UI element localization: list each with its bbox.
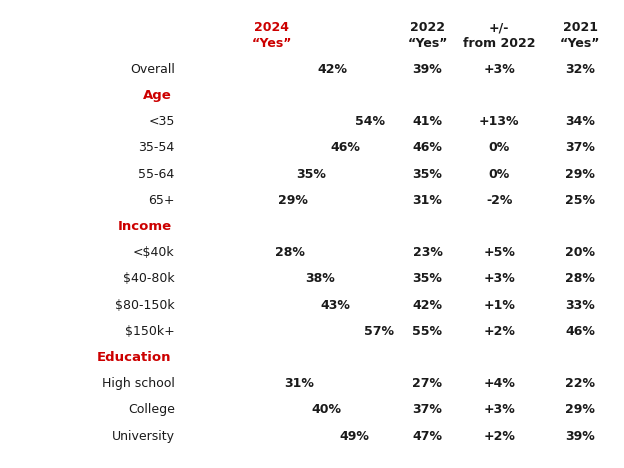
Text: 40%: 40% [311, 403, 342, 417]
Text: $40-80k: $40-80k [123, 272, 175, 285]
Text: $80-150k: $80-150k [115, 299, 175, 312]
Text: 39%: 39% [565, 430, 595, 443]
Text: 65+: 65+ [149, 194, 175, 207]
Text: 43%: 43% [321, 299, 351, 312]
Text: 57%: 57% [364, 325, 394, 338]
Text: 35%: 35% [412, 168, 442, 181]
Text: High school: High school [102, 377, 175, 390]
Text: +13%: +13% [479, 115, 519, 128]
Text: 20%: 20% [565, 246, 595, 259]
Text: College: College [128, 403, 175, 417]
Text: 29%: 29% [565, 403, 595, 417]
Text: 28%: 28% [275, 246, 305, 259]
Text: 39%: 39% [412, 63, 442, 76]
Text: 46%: 46% [330, 141, 360, 154]
Text: +2%: +2% [483, 430, 515, 443]
Text: Income: Income [117, 220, 172, 233]
Text: 46%: 46% [412, 141, 442, 154]
Text: 37%: 37% [565, 141, 595, 154]
Text: 31%: 31% [412, 194, 442, 207]
Text: 25%: 25% [565, 194, 595, 207]
Text: 37%: 37% [412, 403, 442, 417]
Text: +3%: +3% [484, 63, 515, 76]
Text: 29%: 29% [565, 168, 595, 181]
Text: +3%: +3% [484, 403, 515, 417]
Text: 27%: 27% [412, 377, 442, 390]
Text: 0%: 0% [489, 141, 510, 154]
Text: 32%: 32% [565, 63, 595, 76]
Text: 41%: 41% [412, 115, 442, 128]
Text: <35: <35 [149, 115, 175, 128]
Text: 49%: 49% [339, 430, 369, 443]
Text: 28%: 28% [565, 272, 595, 285]
Text: 42%: 42% [318, 63, 348, 76]
Text: 34%: 34% [565, 115, 595, 128]
Text: +4%: +4% [483, 377, 515, 390]
Text: -2%: -2% [486, 194, 512, 207]
Text: University: University [112, 430, 175, 443]
Text: 29%: 29% [278, 194, 308, 207]
Text: 35-54: 35-54 [139, 141, 175, 154]
Text: 35%: 35% [296, 168, 326, 181]
Text: 38%: 38% [306, 272, 335, 285]
Text: +1%: +1% [483, 299, 515, 312]
Text: +/-
from 2022: +/- from 2022 [463, 21, 535, 50]
Text: 46%: 46% [565, 325, 595, 338]
Text: 35%: 35% [412, 272, 442, 285]
Text: 54%: 54% [354, 115, 384, 128]
Text: 0%: 0% [489, 168, 510, 181]
Text: 2024
“Yes”: 2024 “Yes” [251, 21, 291, 50]
Text: 22%: 22% [565, 377, 595, 390]
Text: 2021
“Yes”: 2021 “Yes” [560, 21, 600, 50]
Text: 23%: 23% [412, 246, 442, 259]
Text: +3%: +3% [484, 272, 515, 285]
Text: +2%: +2% [483, 325, 515, 338]
Text: +5%: +5% [483, 246, 515, 259]
Text: 55%: 55% [412, 325, 442, 338]
Text: 31%: 31% [284, 377, 314, 390]
Text: Education: Education [97, 351, 172, 364]
Text: 2022
“Yes”: 2022 “Yes” [407, 21, 447, 50]
Text: Overall: Overall [130, 63, 175, 76]
Text: <$40k: <$40k [133, 246, 175, 259]
Text: 47%: 47% [412, 430, 442, 443]
Text: 42%: 42% [412, 299, 442, 312]
Text: $150k+: $150k+ [125, 325, 175, 338]
Text: Age: Age [143, 89, 172, 102]
Text: 33%: 33% [565, 299, 595, 312]
Text: 55-64: 55-64 [139, 168, 175, 181]
